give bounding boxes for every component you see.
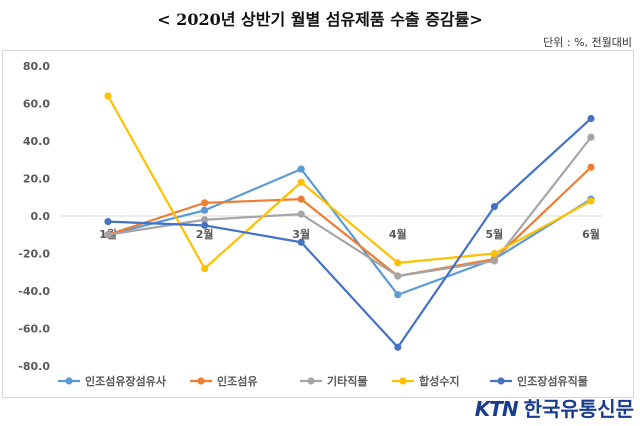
x-tick-label: 4월 bbox=[389, 227, 407, 241]
y-tick-label: -80.0 bbox=[18, 360, 50, 373]
data-point bbox=[201, 206, 209, 214]
logo-name: 한국유통신문 bbox=[523, 397, 634, 421]
legend-label: 인조장섬유직물 bbox=[517, 374, 588, 388]
data-point bbox=[104, 218, 112, 226]
legend-label: 기타직물 bbox=[327, 374, 367, 388]
data-point bbox=[201, 221, 209, 229]
y-tick-label: 0.0 bbox=[31, 210, 51, 223]
data-point bbox=[490, 257, 498, 265]
logo: KTN 한국유통신문 bbox=[475, 393, 634, 422]
data-point bbox=[201, 264, 209, 273]
y-tick-label: 40.0 bbox=[23, 135, 50, 148]
unit-note: 단위 : %, 전월대비 bbox=[543, 36, 632, 49]
data-point bbox=[587, 114, 595, 123]
y-tick-label: -20.0 bbox=[18, 248, 50, 261]
legend-marker bbox=[65, 377, 73, 385]
series-line bbox=[107, 136, 592, 278]
chart-frame bbox=[2, 50, 634, 398]
legend-marker bbox=[197, 377, 205, 385]
x-tick-label: 2월 bbox=[196, 227, 214, 241]
y-tick-label: 80.0 bbox=[23, 60, 50, 73]
data-point bbox=[104, 92, 112, 100]
legend-label: 인조섬유 bbox=[217, 374, 257, 388]
data-point bbox=[104, 231, 112, 239]
legend-marker bbox=[497, 377, 505, 385]
legend-label: 인조섬유장섬유사 bbox=[85, 374, 167, 388]
y-tick-label: -40.0 bbox=[18, 285, 50, 298]
series-line bbox=[107, 95, 592, 270]
chart-title: < 2020년 상반기 월별 섬유제품 수출 증감률> bbox=[157, 10, 483, 29]
data-point bbox=[490, 203, 498, 211]
data-point bbox=[394, 291, 402, 299]
data-point bbox=[587, 163, 595, 171]
data-point bbox=[297, 210, 305, 218]
data-point bbox=[587, 197, 595, 205]
data-point bbox=[587, 133, 595, 141]
data-point bbox=[490, 249, 498, 258]
x-tick-label: 3월 bbox=[292, 227, 310, 241]
x-tick-label: 6월 bbox=[582, 227, 600, 241]
data-point bbox=[297, 195, 305, 203]
legend-marker bbox=[399, 377, 407, 385]
y-tick-label: -60.0 bbox=[18, 323, 50, 336]
y-tick-label: 60.0 bbox=[23, 98, 50, 111]
legend-marker bbox=[307, 377, 315, 385]
series-line bbox=[107, 168, 592, 296]
data-point bbox=[201, 199, 209, 207]
logo-brand: KTN bbox=[474, 397, 519, 421]
y-tick-label: 20.0 bbox=[23, 173, 50, 186]
x-tick-label: 5월 bbox=[486, 227, 504, 241]
legend-label: 합성수지 bbox=[419, 374, 459, 388]
data-point bbox=[297, 238, 305, 246]
data-point bbox=[394, 272, 402, 280]
data-point bbox=[394, 259, 402, 267]
data-point bbox=[297, 165, 305, 173]
series-line bbox=[107, 117, 592, 349]
data-point bbox=[297, 178, 305, 186]
data-point bbox=[201, 216, 209, 224]
data-point bbox=[394, 343, 402, 351]
